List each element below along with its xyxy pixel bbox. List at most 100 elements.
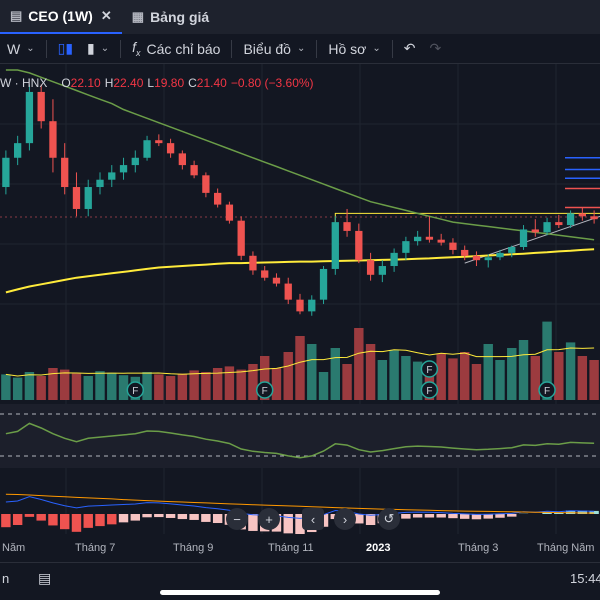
candle-body — [178, 153, 186, 166]
reset-chart-button[interactable]: ↺ — [378, 508, 400, 530]
macd-histogram-bar — [460, 514, 470, 519]
toolbar-divider — [120, 39, 122, 58]
event-marker — [420, 360, 439, 378]
time-axis-label: Tháng 9 — [173, 542, 214, 554]
ma-mid-line — [5, 69, 595, 241]
candle-body — [566, 213, 575, 226]
macd-histogram-bar — [71, 514, 82, 532]
time-axis-label: Tháng 11 — [268, 542, 314, 554]
macd-histogram-bar — [142, 514, 152, 518]
profile-label: Hồ sơ — [328, 40, 367, 57]
event-marker-label: F — [426, 365, 432, 376]
chart-menu-button[interactable]: Biểu đồ ⌄ — [236, 34, 312, 64]
candle-body — [519, 229, 528, 248]
macd-histogram-bar — [436, 514, 446, 518]
event-marker — [420, 381, 439, 399]
tab-bar: ▤ CEO (1W) ✕ ▦ Bảng giá — [0, 0, 600, 34]
candle-body — [308, 299, 316, 312]
macd-histogram-bar — [542, 512, 552, 514]
candles-icon: ▯▮ — [57, 40, 74, 56]
volume-bar — [271, 368, 282, 400]
volume-bar — [118, 375, 129, 400]
zoom-in-button[interactable]: + — [258, 508, 280, 530]
volume-ma-line — [5, 347, 595, 377]
volume-bar — [107, 372, 117, 400]
macd-histogram-bar — [189, 514, 199, 520]
price-levels — [334, 157, 600, 264]
close-icon[interactable]: ✕ — [100, 8, 112, 23]
macd-histogram-bar — [283, 514, 293, 534]
volume-bar — [542, 321, 552, 400]
tab-price-board[interactable]: ▦ Bảng giá — [122, 0, 219, 34]
candle-body — [72, 187, 81, 209]
macd-histogram-bar — [1, 514, 11, 528]
candle-body — [472, 255, 481, 261]
candles — [2, 84, 598, 316]
candle-body — [449, 242, 457, 250]
candle-body — [390, 252, 398, 267]
candle-body — [131, 157, 139, 166]
date-range-icon[interactable]: ▤ — [38, 570, 52, 586]
redo-button[interactable]: ↷ — [422, 34, 448, 64]
chevron-down-icon: ⌄ — [26, 43, 35, 54]
tab-symbol[interactable]: ▤ CEO (1W) ✕ — [0, 0, 122, 34]
legend-close: C21.40 — [188, 76, 227, 90]
time-axis-label: Tháng 3 — [458, 542, 499, 554]
volume-bar — [48, 368, 58, 400]
scroll-right-button[interactable]: › — [334, 508, 356, 530]
oscillator-pane — [0, 404, 600, 468]
macd-histogram-bar — [354, 514, 364, 524]
bar-type-button[interactable]: ▮ ⌄ — [80, 34, 116, 64]
volume-bar — [248, 364, 258, 400]
candle-body — [37, 91, 45, 122]
macd-histogram-bar — [154, 514, 164, 518]
volume-bar — [12, 377, 23, 400]
ohlc-legend: W · HNX O22.10 H22.40 L19.80 C21.40 −0.8… — [0, 76, 314, 90]
macd-histogram-bar — [412, 514, 423, 518]
macd-histogram-bar — [201, 514, 211, 522]
profile-button[interactable]: Hồ sơ ⌄ — [321, 34, 387, 64]
candles-type-button[interactable]: ▯▮ — [51, 34, 80, 64]
macd-histogram-bar — [565, 510, 576, 514]
macd-histogram-bar — [365, 514, 376, 525]
volume-bar — [142, 372, 152, 400]
oscillator-line — [5, 422, 595, 459]
candle-body — [319, 268, 328, 300]
candle-body — [343, 222, 351, 231]
event-marker-label: F — [262, 386, 268, 397]
candle-body — [555, 222, 563, 226]
volume-bar — [330, 348, 340, 400]
candle-body — [84, 187, 92, 209]
macd-histogram-bar — [118, 514, 129, 523]
macd-histogram-bar — [495, 514, 505, 518]
function-icon: fx — [132, 39, 141, 58]
volume-bar — [318, 372, 329, 400]
volume-bar — [401, 356, 411, 400]
candle-body — [25, 91, 34, 144]
price-chart[interactable]: F FFF F — [0, 64, 600, 538]
macd-histogram-bar — [95, 514, 105, 527]
toolbar-divider — [316, 39, 318, 58]
volume-bar — [154, 374, 164, 400]
macd-histogram-bar — [483, 514, 493, 519]
volume-bar — [236, 369, 246, 400]
candle-body — [261, 270, 269, 278]
zoom-out-button[interactable]: − — [226, 508, 248, 530]
candle-body — [96, 179, 104, 188]
indicators-button[interactable]: fx Các chỉ báo — [125, 34, 227, 64]
interval-button[interactable]: W ⌄ — [0, 34, 42, 64]
clock-time: 15:44 — [570, 571, 600, 586]
event-marker — [255, 381, 274, 399]
volume-bar — [36, 376, 46, 400]
time-axis-label: Năm — [2, 542, 26, 554]
table-icon: ▦ — [131, 9, 145, 24]
volume-bar — [589, 360, 599, 400]
range-box-line — [334, 212, 600, 246]
scroll-left-button[interactable]: ‹ — [302, 508, 324, 530]
undo-button[interactable]: ↶ — [397, 34, 423, 64]
time-axis-label: Tháng 7 — [75, 542, 116, 554]
macd-line — [5, 496, 595, 519]
time-axis-label: 2023 — [366, 542, 391, 554]
interval-label: W — [7, 40, 21, 57]
